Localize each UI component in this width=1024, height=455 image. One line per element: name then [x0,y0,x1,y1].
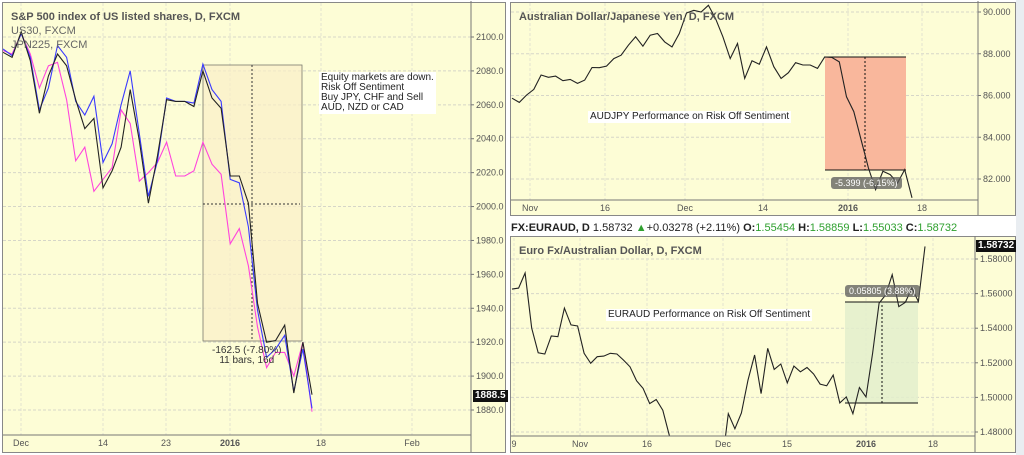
y-tick-label: 2020.0 [476,168,504,178]
symbol-name: FX:EURAUD, D [511,222,590,234]
audjpy-measure-label: -5.399 (-6.15%) [831,177,902,189]
x-tick-label: Feb [404,438,420,448]
note-line: Equity markets are down. [321,72,434,83]
y-tick-label: 86.000 [983,91,1011,101]
measure-bars: 11 bars, 16d [219,355,275,366]
series-line-0-1 [3,32,313,409]
euraud-measure-label: 0.05805 (3.88%) [845,285,920,297]
spx-last-price-tag: 1888.5 [473,390,508,402]
y-tick-label: 88.000 [983,49,1011,59]
y-tick-label: 1980.0 [476,235,504,245]
y-tick-label: 1920.0 [476,337,504,347]
series-lines [3,4,926,436]
y-tick-label: 1.50000 [980,392,1013,402]
x-tick-label: 18 [928,439,938,449]
y-tick-label: 2080.0 [476,66,504,76]
x-tick-label: 18 [917,203,927,213]
audjpy-annotation: AUDJPY Performance on Risk Off Sentiment [588,111,792,123]
high-value: 1.58859 [809,222,850,234]
y-tick-label: 2100.0 [476,32,504,42]
audjpy-chart-title: Australian Dollar/Japanese Yen, D, FXCM [519,11,734,23]
open-value: 1.55454 [755,222,796,234]
y-tick-label: 90.000 [983,7,1011,17]
side-strip [1016,0,1024,455]
x-tick-label: Dec [715,439,732,449]
note-line: AUD, NZD or CAD [321,102,404,113]
close-label: C: [905,222,918,234]
x-tick-label: 2016 [220,438,240,448]
x-tick-label: Nov [522,203,539,213]
overlay-us30-label: US30, FXCM [11,25,76,37]
x-tick-label: 14 [98,438,108,448]
spx-chart-title: S&P 500 index of US listed shares, D, FX… [11,11,241,23]
y-tick-label: 82.000 [983,174,1011,184]
y-tick-label: 1.58000 [980,254,1013,264]
note-line: Risk Off Sentiment [321,82,405,93]
y-tick-label: 1940.0 [476,303,504,313]
y-tick-label: 84.000 [983,132,1011,142]
open-label: O: [743,222,756,234]
y-tick-label: 1960.0 [476,269,504,279]
x-tick-label: 16 [642,439,652,449]
y-tick-label: 1.48000 [980,427,1013,437]
x-tick-label: 15 [782,439,792,449]
series-line-2-0 [511,246,926,436]
price-change: +0.03278 (+2.11%) [646,222,740,234]
x-tick-label: 2016 [856,439,876,449]
low-label: L: [852,222,863,234]
euraud-annotation: EURAUD Performance on Risk Off Sentiment [606,309,813,321]
x-tick-label: Dec [13,438,30,448]
equity-annotation: Equity markets are down. Risk Off Sentim… [319,72,436,114]
y-tick-label: 1.54000 [980,323,1013,333]
y-tick-label: 1.56000 [980,289,1013,299]
x-tick-label: 14 [758,203,768,213]
axes: 1880.0 1900.0 1920.0 1940.0 1960.0 1980.0 2000… [3,1,1013,452]
low-value: 1.55033 [862,222,903,234]
up-arrow-icon: ▲ [635,222,647,234]
last-price: 1.58732 [592,222,633,234]
high-label: H: [798,222,810,234]
euraud-last-price-tag: 1.58732 [976,240,1017,252]
euraud-chart-panel[interactable] [510,236,1016,453]
y-tick-label: 2060.0 [476,100,504,110]
series-line-0-0 [3,30,313,395]
x-tick-label: Dec [677,203,694,213]
euraud-chart-title: Euro Fx/Australian Dollar, D, FXCM [519,245,702,257]
y-tick-label: 1.52000 [980,358,1013,368]
overlay-jpn225-label: JPN225, FXCM [11,39,88,51]
series-line-1-0 [511,4,913,198]
x-tick-label: 2016 [838,203,858,213]
y-tick-label: 1900.0 [476,371,504,381]
y-tick-label: 2040.0 [476,134,504,144]
x-tick-label: Nov [572,439,589,449]
x-tick-label: 23 [161,438,171,448]
close-value: 1.58732 [917,222,958,234]
y-tick-label: 2000.0 [476,202,504,212]
note-line: Buy JPY, CHF and Sell [321,92,424,103]
symbol-info-bar: FX:EURAUD, D 1.58732 ▲+0.03278 (+2.11%) … [511,222,957,234]
x-tick-label: 16 [600,203,610,213]
y-tick-label: 1880.0 [476,405,504,415]
x-tick-label: 18 [316,438,326,448]
x-tick-label: 9 [511,439,516,449]
measure-change: -162.5 (-7.80%) [212,345,282,356]
spx-measure-label: -162.5 (-7.80%) 11 bars, 16d [212,346,281,366]
